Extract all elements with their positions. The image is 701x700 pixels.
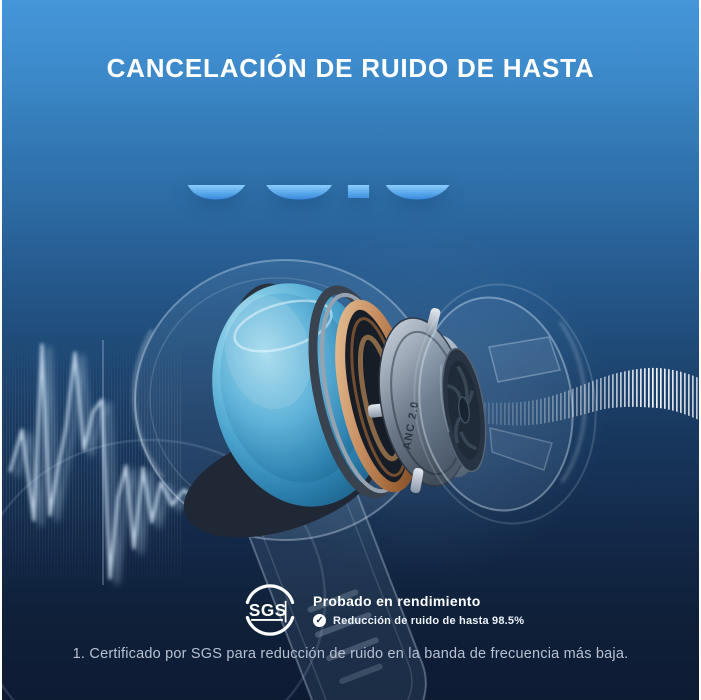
check-circle-icon: ✓ — [313, 614, 326, 627]
stat-value: 98.5 — [176, 62, 457, 230]
stat-percent-sign: % — [461, 77, 525, 155]
certification-detail: Reducción de ruido de hasta 98.5% — [333, 614, 525, 627]
certification-detail-row: ✓ Reducción de ruido de hasta 98.5% — [313, 614, 524, 627]
certification-block: SGS Probado en rendimiento ✓ Reducción d… — [242, 582, 524, 638]
ear-tip-ghost — [413, 283, 597, 525]
certification-heading: Probado en rendimiento — [313, 593, 481, 609]
speaker-grille-cap — [439, 347, 487, 473]
headline-title: CANCELACIÓN DE RUIDO DE HASTA — [106, 53, 595, 83]
case-arc-ghost — [2, 438, 327, 700]
stat-text: 98.5% — [177, 185, 524, 202]
footnote-disclaimer: 1. Certificado por SGS para reducción de… — [72, 646, 629, 662]
sgs-certification-seal-icon: SGS — [245, 584, 295, 636]
earbud-exploded-illustration: ANC 2.0 — [2, 230, 610, 700]
noise-cancellation-stat: 98.5% — [2, 60, 699, 233]
sgs-logo-text: SGS — [249, 600, 287, 620]
certification-text: Probado en rendimiento ✓ Reducción de ru… — [313, 593, 524, 627]
